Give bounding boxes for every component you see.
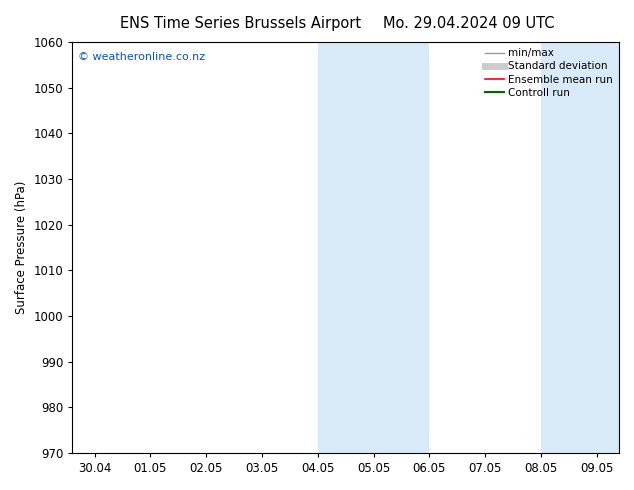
- Bar: [541, 42, 619, 453]
- Bar: [318, 42, 429, 453]
- Y-axis label: Surface Pressure (hPa): Surface Pressure (hPa): [15, 181, 28, 314]
- Text: ENS Time Series Brussels Airport: ENS Time Series Brussels Airport: [120, 16, 361, 31]
- Text: © weatheronline.co.nz: © weatheronline.co.nz: [78, 52, 205, 62]
- Text: Mo. 29.04.2024 09 UTC: Mo. 29.04.2024 09 UTC: [384, 16, 555, 31]
- Legend: min/max, Standard deviation, Ensemble mean run, Controll run: min/max, Standard deviation, Ensemble me…: [481, 44, 617, 102]
